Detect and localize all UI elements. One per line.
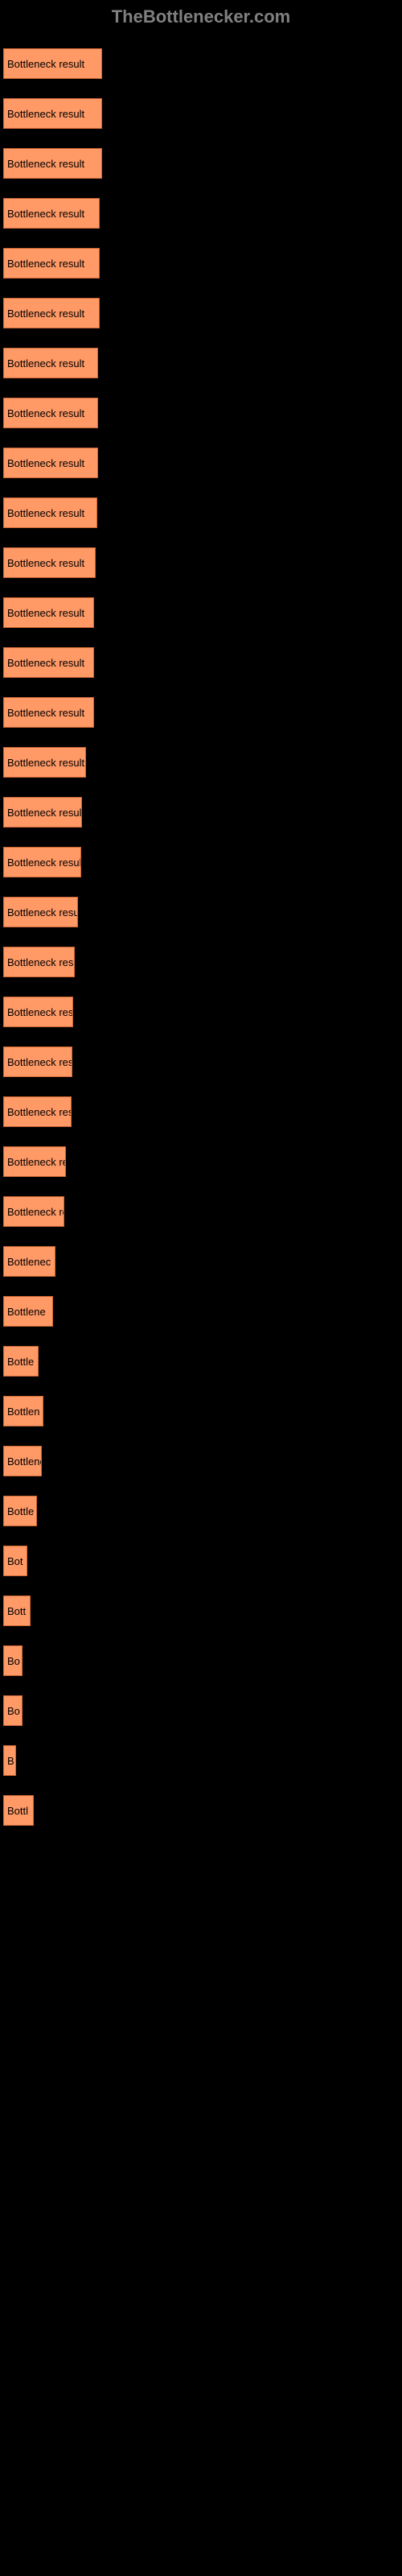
- bottleneck-bar[interactable]: Bottleneck result: [3, 1096, 72, 1127]
- bottleneck-bar[interactable]: Bottleneck result: [3, 547, 96, 578]
- bar-row: NVIDIA GeForce GTX 1080Bottleneck result: [3, 84, 399, 129]
- bottleneck-bar[interactable]: Bottleneck re: [3, 1146, 66, 1177]
- bar-row: AMD Radeon RX 6900 XTBottleneck res: [3, 932, 399, 977]
- bottleneck-bar[interactable]: Bottleneck result: [3, 198, 100, 229]
- bar-row: AMD Radeon RX 7600Bottl: [3, 1781, 399, 1826]
- bottleneck-bar[interactable]: Bottleneck result: [3, 847, 81, 877]
- bottleneck-bar[interactable]: Bottleneck result: [3, 697, 94, 728]
- bottleneck-bar[interactable]: Bottleneck result: [3, 148, 102, 179]
- bar-row: NVIDIA GeForce RTX 2060 SUPERBottleneck …: [3, 233, 399, 279]
- bottleneck-bar[interactable]: Bot: [3, 1546, 27, 1576]
- bar-row: NVIDIA GeForce RTX 3070 TiBottleneck res…: [3, 782, 399, 828]
- bar-row: AMD Radeon RX 6600 XTBottleneck result: [3, 283, 399, 328]
- bottleneck-bar[interactable]: Bo: [3, 1695, 23, 1726]
- site-header: TheBottlenecker.com: [0, 0, 402, 34]
- bottleneck-bar[interactable]: Bottlene: [3, 1296, 53, 1327]
- bottleneck-bar[interactable]: Bottleneck res: [3, 947, 75, 977]
- bar-row: NVIDIA GeForce RTX 2080Bottleneck result: [3, 333, 399, 378]
- bottleneck-bar[interactable]: Bottleneck result: [3, 348, 98, 378]
- bar-row: NVIDIA GeForce RTX 2070Bottleneck result: [3, 134, 399, 179]
- bottleneck-bar[interactable]: Bottleneck result: [3, 448, 98, 478]
- bar-row: NVIDIA GeForce RTX 3080 TiBottlenec: [3, 1232, 399, 1277]
- bar-row: AMD Radeon RX 6700 XTBottleneck result: [3, 433, 399, 478]
- bottleneck-bar[interactable]: Bottleneck resu: [3, 1046, 72, 1077]
- bottleneck-bar[interactable]: Bottleneck result: [3, 797, 82, 828]
- bar-row: AMD Radeon RX 6950 XTBottleneck re: [3, 1132, 399, 1177]
- bottleneck-bar[interactable]: Bo: [3, 1645, 23, 1676]
- bar-row: AMD Radeon RX 7900 XTXBott: [3, 1581, 399, 1626]
- bar-row: NVIDIA GeForce RTX 3060 TiBottleneck res…: [3, 383, 399, 428]
- bar-row: NVIDIA GeForce RTX 4070Bottleneck result: [3, 1082, 399, 1127]
- bottleneck-bar[interactable]: Bottleneck: [3, 1446, 42, 1476]
- bottleneck-bar[interactable]: Bottleneck result: [3, 897, 78, 927]
- bar-row: NVIDIA GeForce RTX 2080 TiBottleneck res…: [3, 733, 399, 778]
- bottleneck-bar[interactable]: Bottleneck result: [3, 98, 102, 129]
- bar-row: NVIDIA GeForce RTX 3090 TiBot: [3, 1531, 399, 1576]
- bottleneck-bar[interactable]: Bott: [3, 1596, 31, 1626]
- bar-row: NVIDIA GeForce RTX 3070Bottleneck result: [3, 633, 399, 678]
- bar-row: NVIDIA GeForce RTX 2070 SUPERBottleneck …: [3, 483, 399, 528]
- bottleneck-bar[interactable]: Bottleneck result: [3, 647, 94, 678]
- bottleneck-bar[interactable]: Bottleneck result: [3, 298, 100, 328]
- bar-row: NVIDIA GeForce RTX 4080Bo: [3, 1631, 399, 1676]
- bar-row: AMD Radeon RX 7900 XTBottleneck: [3, 1431, 399, 1476]
- bottleneck-bar[interactable]: Bottleneck result: [3, 497, 97, 528]
- bar-row: NVIDIA GeForce RTX 2080 SUPERBottleneck …: [3, 583, 399, 628]
- bottleneck-bar[interactable]: Bottleneck resul: [3, 1196, 64, 1227]
- bottleneck-chart: NVIDIA GeForce RTX 3060Bottleneck result…: [0, 34, 402, 1826]
- bar-row: NVIDIA GeForce RTX 3090Bottle: [3, 1331, 399, 1377]
- bottleneck-bar[interactable]: B: [3, 1745, 16, 1776]
- bar-row: NVIDIA GeForce RTX 4070 Ti SUPERBottle: [3, 1481, 399, 1526]
- bottleneck-bar[interactable]: Bottleneck result: [3, 747, 86, 778]
- bottleneck-bar[interactable]: Bottleneck result: [3, 597, 94, 628]
- bar-row: NVIDIA GeForce RTX 3080Bottleneck result: [3, 982, 399, 1027]
- bottleneck-bar[interactable]: Bottle: [3, 1346, 39, 1377]
- bottleneck-bar[interactable]: Bottlenec: [3, 1246, 55, 1277]
- bottleneck-bar[interactable]: Bottleneck result: [3, 997, 73, 1027]
- bottleneck-bar[interactable]: Bottl: [3, 1795, 34, 1826]
- bottleneck-bar[interactable]: Bottleneck result: [3, 248, 100, 279]
- bar-row: NVIDIA GeForce RTX 4070 SUPERBottlene: [3, 1282, 399, 1327]
- bottleneck-bar[interactable]: Bottleneck result: [3, 398, 98, 428]
- bottleneck-bar[interactable]: Bottlen: [3, 1396, 43, 1426]
- bar-row: NVIDIA GeForce RTX 3060Bottleneck result: [3, 34, 399, 79]
- bar-row: NVIDIA GeForce GTX 1080 TiBottleneck res…: [3, 184, 399, 229]
- bar-row: AMD Radeon RX 7700 XTBottleneck result: [3, 882, 399, 927]
- bar-row: NVIDIA GeForce RTX 4090B: [3, 1731, 399, 1776]
- bottleneck-bar[interactable]: Bottleneck result: [3, 48, 102, 79]
- bar-row: AMD Radeon RX 6650 XTBottleneck result: [3, 533, 399, 578]
- bar-row: AMD Radeon RX 6800Bottleneck result: [3, 683, 399, 728]
- bottleneck-bar[interactable]: Bottle: [3, 1496, 37, 1526]
- bar-row: AMD Radeon RX 7800 XTBottleneck resul: [3, 1182, 399, 1227]
- bar-row: AMD Radeon RX 6800 XTBottleneck result: [3, 832, 399, 877]
- bar-row: NVIDIA GeForce RTX 4060 TiBottleneck res…: [3, 1032, 399, 1077]
- bar-row: NVIDIA GeForce RTX 4070 TiBottlen: [3, 1381, 399, 1426]
- bar-row: NVIDIA GeForce RTX 4080 SUPERBo: [3, 1681, 399, 1726]
